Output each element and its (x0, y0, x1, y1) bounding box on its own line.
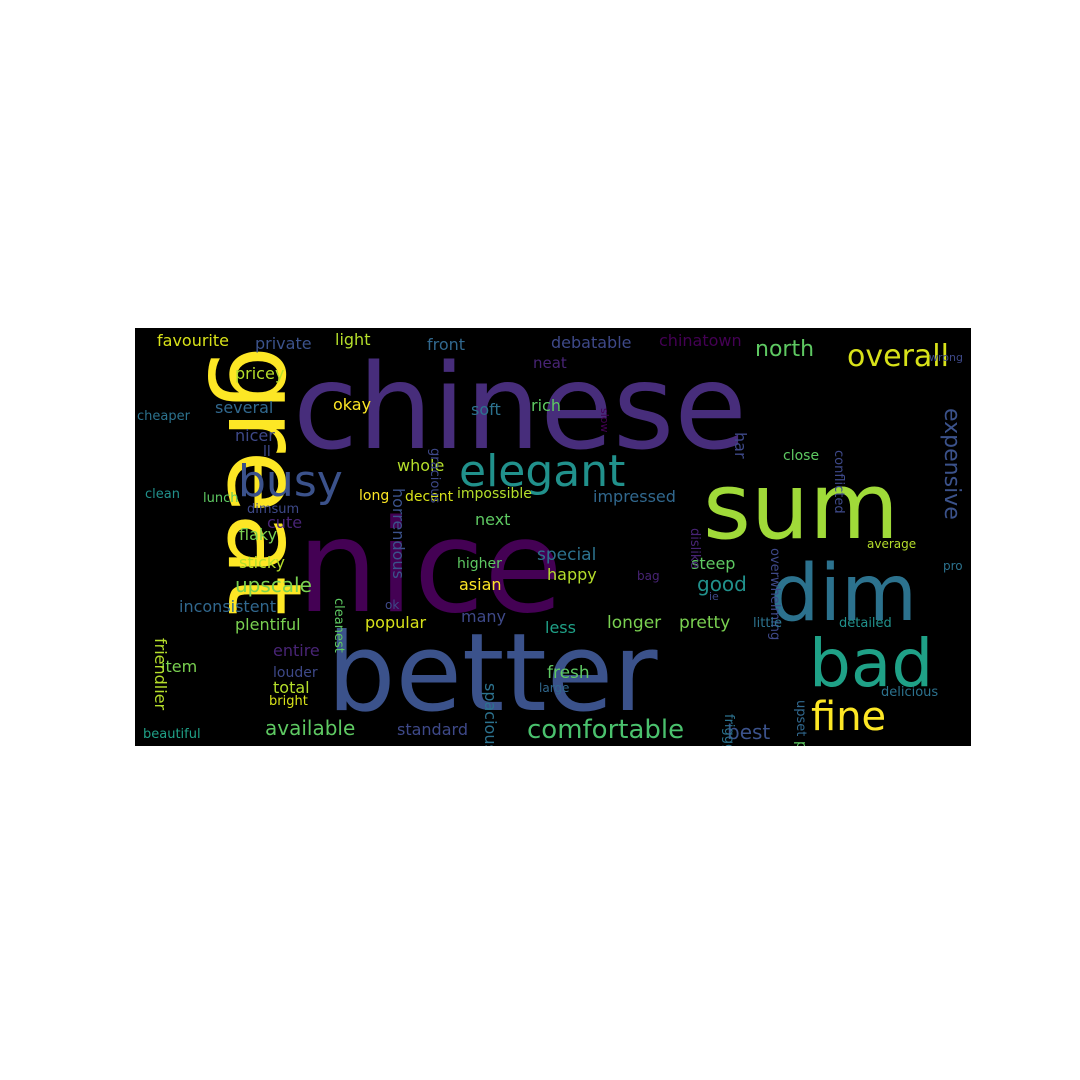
word-overwhelming: overwhelming (767, 548, 782, 640)
word-chinatown: chinatown (659, 331, 742, 350)
word-busy: busy (238, 456, 343, 507)
word-next: next (475, 510, 510, 529)
word-many: many (461, 607, 506, 626)
word-spacious: spacious (481, 683, 500, 746)
word-dislike: dislike (687, 528, 702, 569)
word-neat: neat (533, 354, 567, 372)
word-whole: whole (397, 456, 444, 475)
word-delicious: delicious (881, 685, 938, 700)
word-item: item (161, 657, 197, 676)
word-higher: higher (457, 556, 502, 572)
word-comfortable: comfortable (527, 715, 684, 745)
word-sum: sum (703, 453, 899, 560)
word-dimsum: dimsum (247, 502, 299, 517)
word-cleanest: cleanest (331, 598, 346, 653)
word-light: light (335, 330, 370, 349)
word-beautiful: beautiful (143, 727, 201, 742)
word-debatable: debatable (551, 333, 631, 352)
word-frigggin: frigggin (721, 714, 736, 746)
word-cute: cute (267, 513, 302, 532)
word-overall: overall (847, 339, 949, 374)
word-large: large (539, 681, 569, 695)
word-happy: happy (547, 565, 597, 584)
word-nicer: nicer (235, 426, 275, 445)
word-front: front (427, 335, 465, 354)
word-friendlier: friendlier (151, 638, 170, 711)
word-private: private (255, 334, 312, 353)
word-impossible: impossible (457, 486, 532, 502)
word-little: little (753, 616, 782, 631)
word-bad: bad (809, 625, 933, 702)
word-lunch: lunch (203, 491, 238, 506)
word-asian: asian (459, 575, 502, 594)
word-fine: fine (811, 694, 886, 740)
word-good: good (697, 572, 747, 596)
word-expensive: expensive (939, 408, 964, 520)
word-impressed: impressed (593, 487, 676, 506)
word-favourite: favourite (157, 331, 229, 350)
word-entire: entire (273, 641, 320, 660)
word-har: har (731, 432, 750, 459)
word-louder: louder (273, 665, 318, 681)
word-inconsistent: inconsistent (179, 597, 276, 616)
word-cheaper: cheaper (137, 409, 191, 424)
word-available: available (265, 716, 355, 740)
word-gracious: gracious (427, 448, 442, 504)
word-pretty: pretty (679, 613, 730, 633)
word-horrendous: horrendous (389, 488, 408, 579)
word-dim: dim (770, 549, 917, 639)
word-clean: clean (145, 487, 180, 502)
word-pro: pro (943, 559, 963, 573)
word-total: total (273, 678, 310, 697)
word-wrong: wrong (929, 351, 963, 364)
word-ok: ok (385, 598, 399, 612)
word-north: north (755, 337, 814, 362)
word-detailed: detailed (839, 616, 892, 631)
word-special: special (537, 545, 596, 565)
word-bag: bag (637, 569, 660, 583)
word-standard: standard (397, 720, 468, 739)
word-longer: longer (607, 613, 661, 633)
word-particular: particular (793, 741, 809, 746)
word-bright: bright (269, 694, 308, 709)
word-fresh: fresh (547, 663, 590, 683)
word-pricey: pricey (235, 364, 284, 383)
word-flaky: flaky (239, 525, 277, 544)
word-close: close (783, 448, 819, 464)
word-conflicted: conflicted (831, 450, 846, 514)
word-slow: slow (598, 408, 611, 433)
word-rich: rich (531, 396, 561, 415)
word-better: better (327, 611, 658, 736)
word-average: average (867, 537, 916, 551)
word-steep: steep (691, 554, 735, 573)
word-chinese: chinese (293, 338, 747, 476)
word-decent: decent (405, 489, 454, 505)
word-upset: upset (793, 700, 808, 736)
word-ie: ie (709, 590, 719, 603)
word-elegant: elegant (459, 446, 625, 497)
word-soft: soft (471, 400, 501, 419)
word-less: less (545, 618, 576, 637)
word-okay: okay (333, 395, 371, 414)
word-cloud: chinese nice better great sum dim bad busy elega… (135, 328, 971, 746)
word-long: long (359, 488, 389, 504)
word-plentiful: plentiful (235, 615, 301, 634)
word-great: great (204, 346, 323, 616)
word-sticky: sticky (239, 553, 285, 572)
word-popular: popular (365, 613, 426, 632)
word-several: several (215, 398, 273, 417)
word-ll: ll (263, 444, 271, 460)
word-best: best (727, 720, 770, 744)
word-upscale: upscale (235, 573, 312, 597)
word-nice: nice (297, 493, 563, 642)
